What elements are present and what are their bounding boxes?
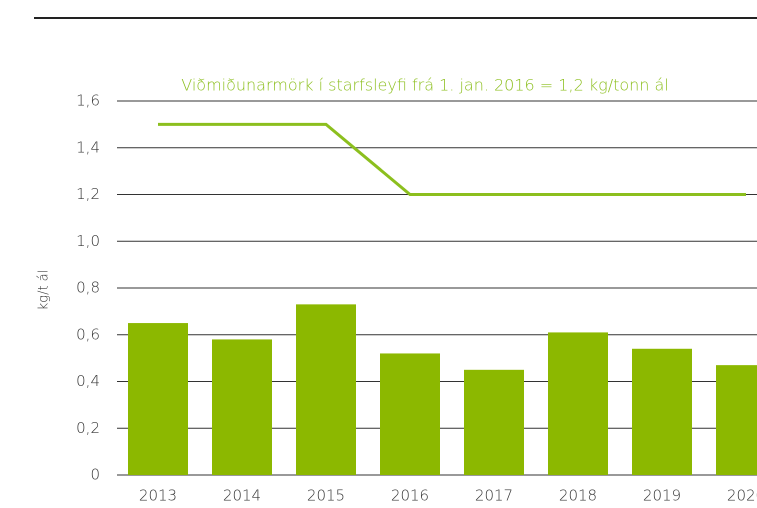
x-tick-label: 2017 <box>475 487 513 505</box>
bar <box>632 348 692 475</box>
limit-line <box>158 122 746 196</box>
annotation: Viðmiðunarmörk í starfsleyfi frá 1. jan.… <box>181 76 669 95</box>
x-tick-label: 2018 <box>559 487 597 505</box>
x-tick-label: 2014 <box>223 487 261 505</box>
bar <box>212 339 272 475</box>
y-tick-label: 1,2 <box>76 185 100 203</box>
x-tick-label: 2016 <box>391 487 429 505</box>
bar <box>296 304 356 475</box>
x-tick-label: 2015 <box>307 487 345 505</box>
x-tick-label: 2019 <box>643 487 681 505</box>
bar <box>380 353 440 475</box>
y-tick-label: 0 <box>90 466 100 484</box>
y-axis-label: kg/t ál <box>37 270 52 311</box>
y-tick-label: 0,8 <box>76 279 100 297</box>
x-tick-label: 2013 <box>139 487 177 505</box>
bar <box>716 365 757 475</box>
y-tick-label: 0,6 <box>76 325 100 343</box>
x-tick-label: 2020 <box>727 487 757 505</box>
bar <box>548 332 608 475</box>
y-tick-label: 0,4 <box>76 372 100 390</box>
y-tick-label: 1,0 <box>76 232 100 250</box>
bar <box>464 369 524 475</box>
y-tick-label: 1,4 <box>76 138 100 156</box>
y-tick-label: 0,2 <box>76 419 100 437</box>
bar <box>128 323 188 475</box>
y-tick-label: 1,6 <box>76 92 100 110</box>
